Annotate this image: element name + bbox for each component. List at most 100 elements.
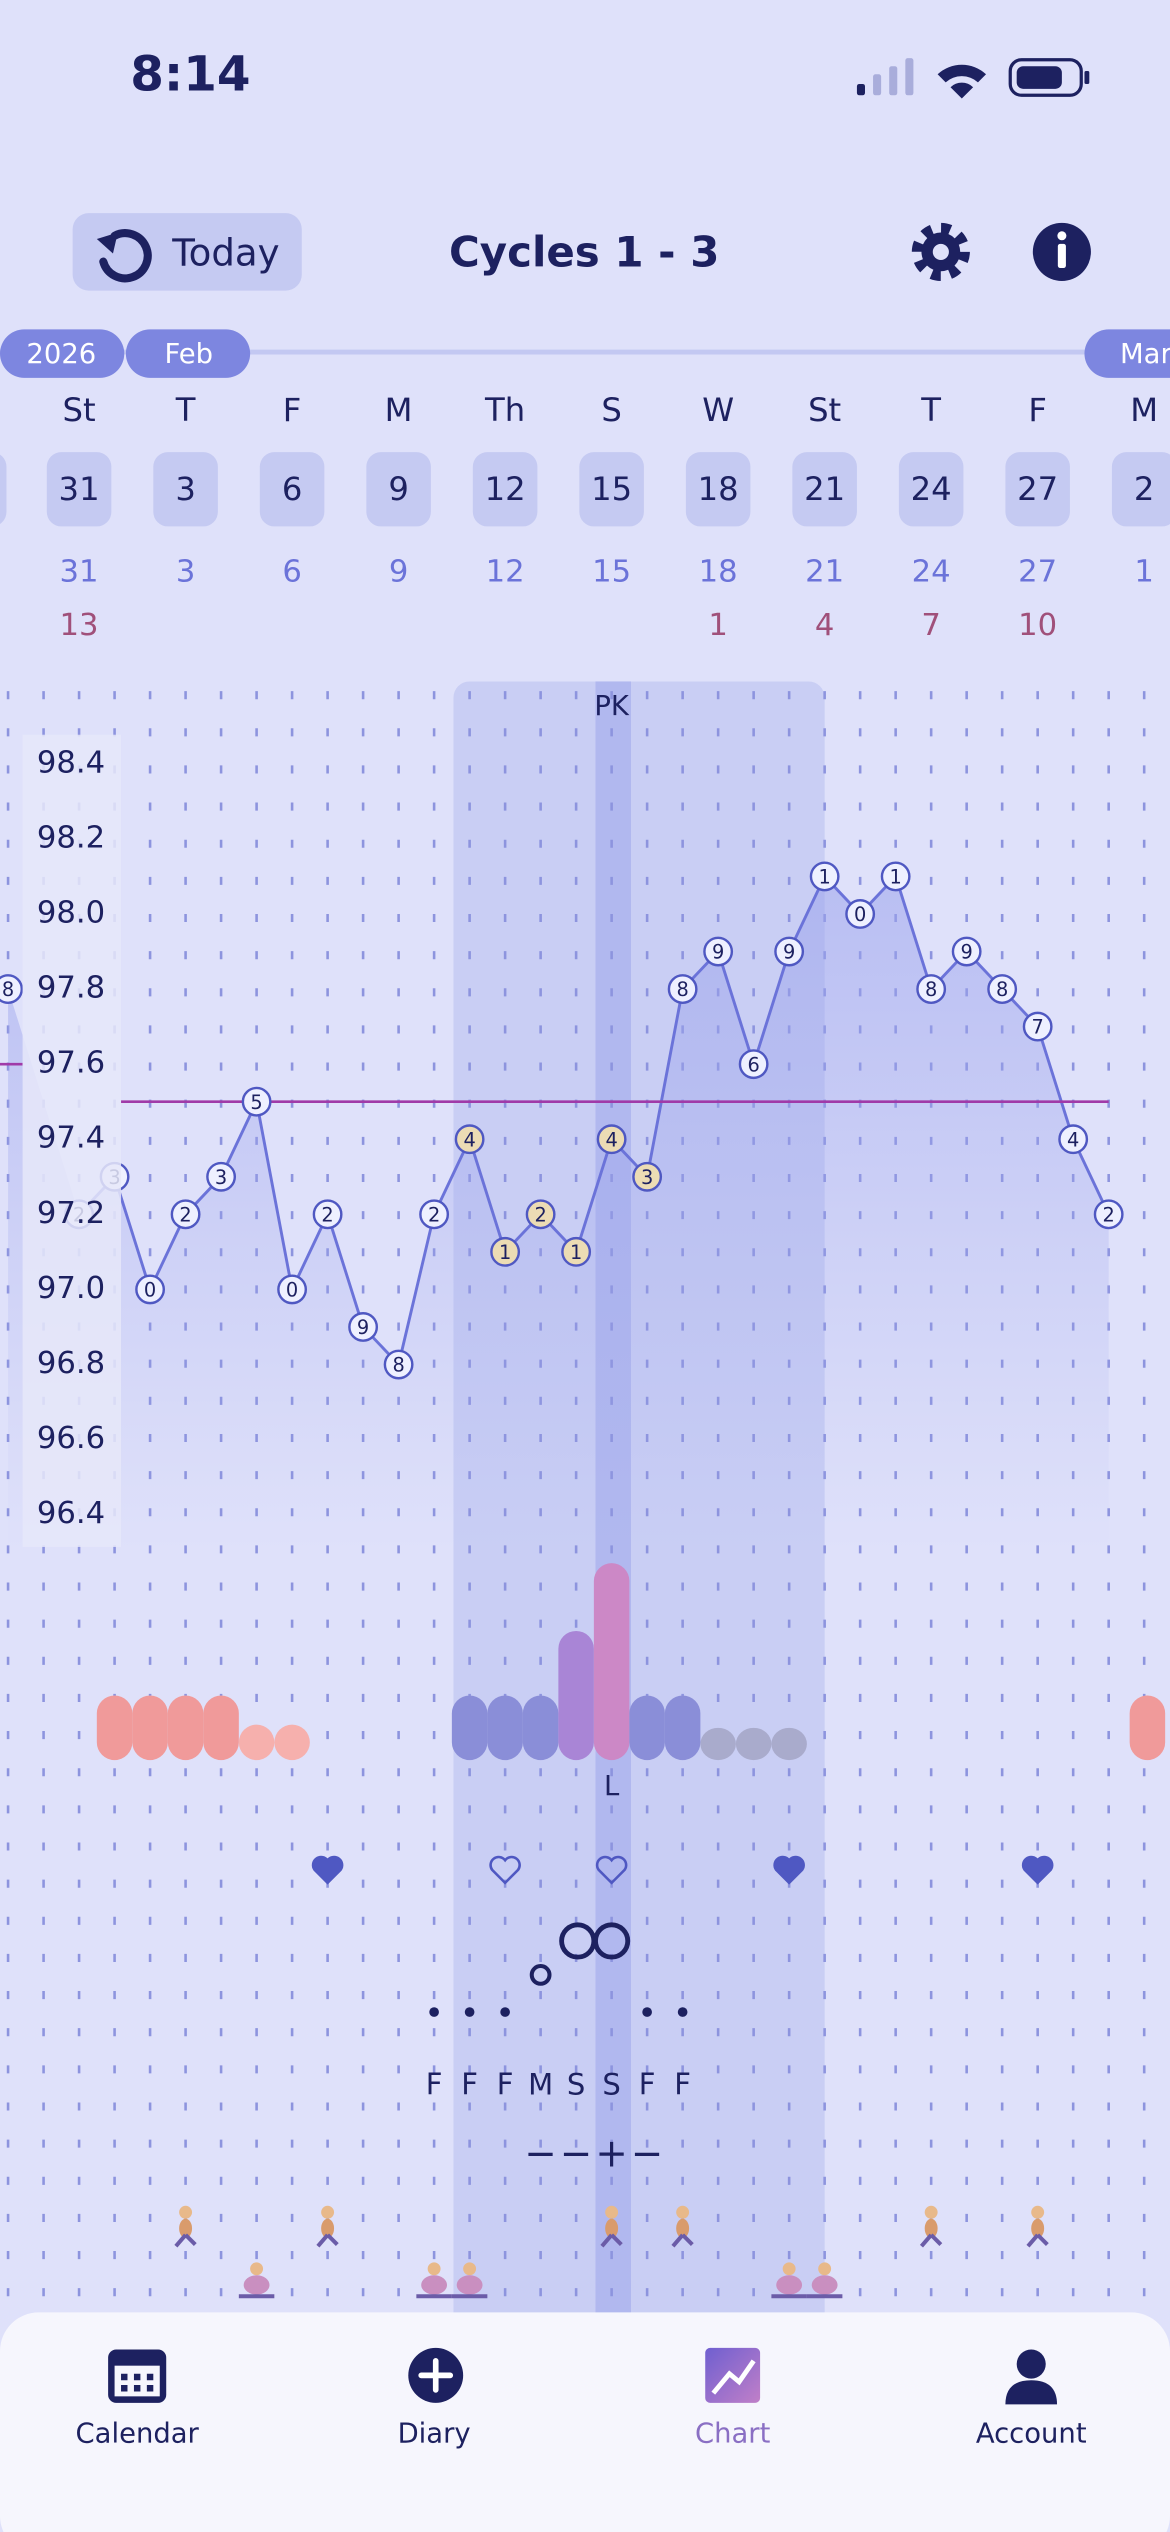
intercourse-heart bbox=[311, 1855, 344, 1885]
temperature-point[interactable] bbox=[738, 1049, 769, 1080]
calendar-day: 18 bbox=[699, 555, 738, 590]
temperature-point[interactable] bbox=[454, 1124, 485, 1155]
bleeding-bar bbox=[451, 1695, 488, 1761]
temperature-digit: 2 bbox=[1103, 1203, 1115, 1226]
temperature-digit: 2 bbox=[534, 1203, 546, 1226]
yoga-icon-head bbox=[818, 2262, 832, 2276]
temperature-point[interactable] bbox=[951, 936, 982, 967]
y-tick-label: 97.8 bbox=[37, 971, 105, 1006]
temperature-point[interactable] bbox=[170, 1199, 201, 1230]
chart-icon-line[interactable] bbox=[711, 2359, 756, 2395]
year-pill[interactable] bbox=[0, 329, 125, 378]
account-head[interactable] bbox=[1016, 2349, 1046, 2379]
settings-button[interactable] bbox=[911, 222, 970, 281]
temperature-point[interactable] bbox=[419, 1199, 450, 1230]
date-box[interactable] bbox=[259, 452, 325, 527]
temperature-point[interactable] bbox=[1058, 1124, 1089, 1155]
temperature-point[interactable] bbox=[845, 899, 876, 929]
run-icon-legs bbox=[174, 2233, 197, 2248]
temperature-point[interactable] bbox=[1093, 1199, 1124, 1230]
today-label[interactable]: Today bbox=[171, 232, 279, 275]
temperature-digit: 8 bbox=[392, 1354, 404, 1377]
temperature-point[interactable] bbox=[561, 1236, 592, 1267]
temperature-point[interactable] bbox=[703, 936, 734, 967]
date-box[interactable] bbox=[685, 452, 751, 527]
date-box[interactable] bbox=[472, 452, 538, 527]
lh-label: L bbox=[604, 1771, 620, 1802]
chart-tab[interactable]: Chart bbox=[695, 2347, 771, 2450]
year-label[interactable]: 2026 bbox=[26, 339, 96, 370]
tab-label[interactable]: Diary bbox=[398, 2419, 471, 2450]
temperature-point[interactable] bbox=[206, 1161, 237, 1192]
run-icon-body bbox=[924, 2218, 938, 2239]
date-label: 12 bbox=[485, 470, 526, 508]
tab-label[interactable]: Account bbox=[976, 2419, 1087, 2450]
temperature-point[interactable] bbox=[880, 861, 911, 892]
info-stem[interactable] bbox=[1057, 243, 1066, 269]
y-tick-label: 96.4 bbox=[37, 1496, 105, 1531]
tab-label[interactable]: Calendar bbox=[76, 2419, 200, 2450]
yoga-icon-head bbox=[782, 2262, 796, 2276]
temperature-point[interactable] bbox=[312, 1199, 343, 1230]
date-box[interactable] bbox=[898, 452, 964, 527]
month-label[interactable]: Feb bbox=[165, 339, 214, 370]
temperature-point[interactable] bbox=[135, 1274, 166, 1305]
temperature-point[interactable] bbox=[490, 1236, 521, 1267]
month-pill[interactable] bbox=[125, 329, 251, 378]
temperature-point[interactable] bbox=[241, 1086, 272, 1117]
today-icon-arrow[interactable] bbox=[96, 232, 118, 254]
temperature-digit: 7 bbox=[1032, 1016, 1044, 1039]
temperature-point[interactable] bbox=[348, 1312, 379, 1342]
run-icon-head bbox=[605, 2205, 619, 2219]
yoga-icon-head bbox=[427, 2262, 441, 2276]
temperature-point[interactable] bbox=[596, 1124, 627, 1155]
temperature-digit: 1 bbox=[889, 866, 901, 889]
date-box[interactable] bbox=[579, 452, 644, 527]
calendar-icon-inner[interactable] bbox=[114, 2365, 160, 2397]
temperature-point[interactable] bbox=[632, 1161, 663, 1192]
temperature-point[interactable] bbox=[0, 974, 23, 1004]
yoga-icon-body bbox=[421, 2275, 448, 2295]
intercourse-heart bbox=[595, 1855, 628, 1885]
temperature-point[interactable] bbox=[667, 974, 698, 1004]
temperature-point[interactable] bbox=[774, 936, 805, 967]
today-button[interactable]: Today bbox=[72, 213, 302, 291]
date-box[interactable] bbox=[153, 452, 218, 527]
intercourse-heart bbox=[1021, 1855, 1054, 1885]
temperature-point[interactable] bbox=[809, 861, 840, 892]
temperature-digit: 3 bbox=[215, 1166, 227, 1189]
temperature-point[interactable] bbox=[1022, 1011, 1053, 1042]
calendar-icon-dots[interactable] bbox=[121, 2373, 154, 2392]
diary-plus[interactable] bbox=[418, 2358, 454, 2393]
date-box[interactable] bbox=[1005, 452, 1070, 527]
calendar-day: 9 bbox=[389, 555, 409, 590]
temperature-digit: 9 bbox=[712, 941, 724, 964]
gear-teeth[interactable] bbox=[911, 222, 970, 281]
date-box[interactable] bbox=[792, 452, 857, 527]
date-box[interactable] bbox=[46, 452, 112, 527]
temperature-point[interactable] bbox=[525, 1199, 556, 1230]
account-body[interactable] bbox=[1005, 2380, 1058, 2405]
header-title: Cycles 1 - 3 bbox=[449, 228, 719, 277]
calendar-day: 15 bbox=[592, 555, 631, 590]
temperature-point[interactable] bbox=[916, 974, 947, 1004]
account-tab[interactable]: Account bbox=[976, 2349, 1087, 2450]
month-pill[interactable] bbox=[1084, 329, 1170, 378]
date-label: 6 bbox=[282, 470, 303, 508]
temperature-digit: 0 bbox=[286, 1279, 298, 1302]
diary-tab[interactable]: Diary bbox=[398, 2347, 471, 2450]
info-dot[interactable] bbox=[1057, 231, 1067, 241]
temperature-point[interactable] bbox=[277, 1274, 308, 1305]
calendar-tab[interactable]: Calendar bbox=[76, 2349, 200, 2450]
date-box[interactable] bbox=[1111, 452, 1170, 527]
month-label[interactable]: Mar bbox=[1120, 339, 1170, 370]
date-box[interactable] bbox=[366, 452, 431, 527]
today-icon[interactable] bbox=[99, 229, 152, 283]
temperature-point[interactable] bbox=[987, 974, 1018, 1004]
gear-hole[interactable] bbox=[932, 243, 949, 260]
weekday-label: F bbox=[283, 391, 302, 429]
info-button[interactable] bbox=[1032, 222, 1091, 281]
tab-label[interactable]: Chart bbox=[695, 2419, 771, 2450]
temperature-point[interactable] bbox=[383, 1349, 414, 1380]
